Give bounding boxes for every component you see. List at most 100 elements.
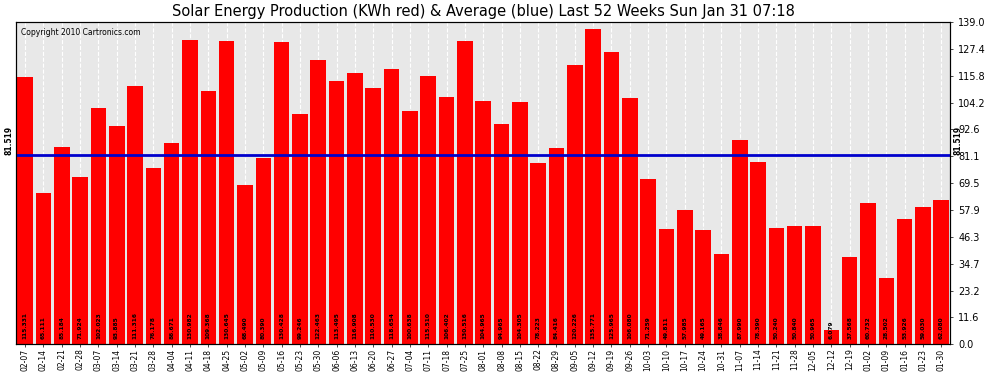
Text: 118.654: 118.654: [389, 312, 394, 339]
Bar: [219, 41, 235, 344]
Text: 122.463: 122.463: [316, 312, 321, 339]
Text: 28.502: 28.502: [884, 316, 889, 339]
Text: 113.495: 113.495: [334, 312, 340, 339]
Bar: [915, 207, 931, 344]
Text: 60.732: 60.732: [865, 316, 870, 339]
Text: Copyright 2010 Cartronics.com: Copyright 2010 Cartronics.com: [21, 28, 141, 37]
Text: 50.240: 50.240: [774, 316, 779, 339]
Text: 49.165: 49.165: [701, 316, 706, 339]
Text: 106.080: 106.080: [628, 312, 633, 339]
Text: 110.530: 110.530: [370, 312, 376, 339]
Bar: [531, 163, 545, 344]
Bar: [146, 168, 161, 344]
Bar: [622, 98, 638, 344]
Text: 78.223: 78.223: [536, 316, 541, 339]
Bar: [109, 126, 125, 344]
Bar: [750, 162, 766, 344]
Text: 102.023: 102.023: [96, 312, 101, 339]
Bar: [475, 101, 491, 344]
Bar: [347, 73, 362, 344]
Bar: [311, 60, 326, 344]
Text: 80.390: 80.390: [260, 316, 265, 339]
Text: 106.402: 106.402: [445, 312, 449, 339]
Bar: [878, 278, 894, 344]
Text: 59.030: 59.030: [921, 316, 926, 339]
Bar: [714, 254, 730, 344]
Bar: [164, 143, 179, 344]
Bar: [201, 90, 216, 344]
Bar: [787, 226, 803, 344]
Text: 87.990: 87.990: [738, 316, 742, 339]
Bar: [72, 177, 88, 344]
Bar: [897, 219, 913, 344]
Bar: [365, 88, 381, 344]
Bar: [402, 111, 418, 344]
Text: 130.516: 130.516: [462, 312, 467, 339]
Title: Solar Energy Production (KWh red) & Average (blue) Last 52 Weeks Sun Jan 31 07:1: Solar Energy Production (KWh red) & Aver…: [171, 4, 795, 19]
Text: 84.416: 84.416: [554, 316, 559, 339]
Bar: [255, 158, 271, 344]
Bar: [128, 86, 143, 344]
Text: 78.390: 78.390: [755, 316, 760, 339]
Bar: [548, 148, 564, 344]
Text: 53.926: 53.926: [902, 316, 907, 339]
Bar: [824, 330, 840, 344]
Bar: [439, 98, 454, 344]
Bar: [860, 203, 876, 344]
Bar: [238, 185, 252, 344]
Bar: [658, 229, 674, 344]
Bar: [732, 140, 747, 344]
Bar: [604, 52, 620, 344]
Text: 65.111: 65.111: [41, 316, 46, 339]
Bar: [384, 69, 399, 344]
Bar: [36, 193, 51, 344]
Text: 104.305: 104.305: [518, 312, 523, 339]
Text: 115.510: 115.510: [426, 312, 431, 339]
Text: 81.519: 81.519: [4, 126, 13, 155]
Text: 99.246: 99.246: [297, 316, 303, 339]
Bar: [292, 114, 308, 344]
Bar: [695, 230, 711, 344]
Bar: [54, 147, 69, 344]
Text: 68.490: 68.490: [243, 316, 248, 339]
Text: 130.645: 130.645: [224, 312, 229, 339]
Text: 94.965: 94.965: [499, 316, 504, 339]
Text: 71.924: 71.924: [77, 316, 82, 339]
Text: 50.965: 50.965: [811, 316, 816, 339]
Text: 109.368: 109.368: [206, 312, 211, 339]
Bar: [641, 179, 656, 344]
Text: 38.846: 38.846: [719, 316, 724, 339]
Text: 37.568: 37.568: [847, 316, 852, 339]
Text: 57.985: 57.985: [682, 316, 687, 339]
Bar: [494, 124, 509, 344]
Bar: [421, 76, 436, 344]
Bar: [768, 228, 784, 344]
Text: 50.840: 50.840: [792, 316, 797, 339]
Text: 130.428: 130.428: [279, 312, 284, 339]
Bar: [329, 81, 345, 344]
Text: 76.178: 76.178: [150, 316, 155, 339]
Text: 120.226: 120.226: [572, 312, 577, 339]
Bar: [585, 29, 601, 344]
Bar: [512, 102, 528, 344]
Text: 115.331: 115.331: [23, 312, 28, 339]
Text: 104.965: 104.965: [481, 312, 486, 339]
Text: 125.965: 125.965: [609, 312, 614, 339]
Text: 81.519: 81.519: [953, 126, 962, 155]
Text: 116.908: 116.908: [352, 312, 357, 339]
Text: 86.671: 86.671: [169, 316, 174, 339]
Bar: [842, 257, 857, 344]
Text: 62.080: 62.080: [939, 316, 943, 339]
Text: 135.771: 135.771: [591, 312, 596, 339]
Bar: [934, 200, 949, 344]
Bar: [274, 42, 289, 344]
Text: 100.638: 100.638: [408, 312, 413, 339]
Text: 130.982: 130.982: [187, 312, 192, 339]
Text: 49.811: 49.811: [664, 316, 669, 339]
Text: 71.259: 71.259: [645, 316, 650, 339]
Bar: [91, 108, 106, 344]
Bar: [457, 41, 472, 344]
Bar: [182, 40, 198, 344]
Bar: [805, 226, 821, 344]
Bar: [17, 76, 33, 344]
